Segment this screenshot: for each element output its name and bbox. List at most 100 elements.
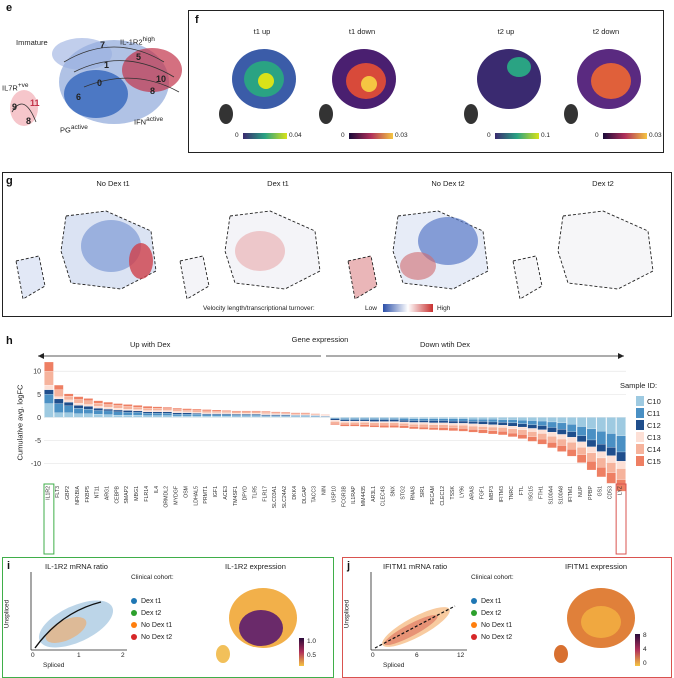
h-bar-segment xyxy=(438,420,449,424)
h-bar-segment xyxy=(478,417,488,420)
h-bar-segment xyxy=(64,405,74,413)
h-ytick: -10 xyxy=(31,461,41,468)
h-category-label: DPYD xyxy=(243,486,249,501)
h-bar-segment xyxy=(616,451,626,462)
h-direction-arrows xyxy=(38,353,624,359)
h-bar-segment xyxy=(429,418,439,421)
f-title-1: t1 up xyxy=(253,27,271,36)
h-bar-segment xyxy=(152,411,163,414)
h-bar-segment xyxy=(576,441,587,448)
h-bar-segment xyxy=(350,418,360,420)
h-bar-segment xyxy=(281,415,291,417)
f-scale-min-1: 0 xyxy=(235,132,239,139)
cohort-legend-item: No Dex t2 xyxy=(471,632,512,644)
h-bar-segment xyxy=(152,415,163,418)
h-category-label: SLC24A2 xyxy=(282,486,288,508)
h-bar-segment xyxy=(409,426,419,430)
h-bar-segment xyxy=(547,417,557,423)
h-bar-segment xyxy=(586,452,597,462)
h-bar-segment xyxy=(133,405,143,408)
j-scale-value: 0 xyxy=(643,660,647,667)
cohort-dot-icon xyxy=(131,622,137,629)
cohort-dot-icon xyxy=(471,634,477,641)
h-bar-segment xyxy=(231,410,241,412)
h-bar-segment xyxy=(517,420,528,424)
h-bar-segment xyxy=(251,416,261,418)
h-bar-segment xyxy=(557,438,567,446)
h-bar-segment xyxy=(537,438,547,445)
j-colorbar xyxy=(635,634,640,666)
h-bar-segment xyxy=(468,421,478,424)
h-bar-segment xyxy=(429,417,439,419)
h-bar-segment xyxy=(44,403,54,418)
h-bar-segment xyxy=(537,425,547,430)
h-ytick: 0 xyxy=(37,415,41,422)
h-bar-segment xyxy=(113,414,123,418)
h-bar-segment xyxy=(586,461,597,471)
j-xtick: 12 xyxy=(457,652,465,659)
cohort-dot-icon xyxy=(131,610,137,617)
h-category-label: IL1RAP xyxy=(351,485,357,503)
h-bar-segment xyxy=(64,402,74,406)
j-cohort-legend: Dex t1 Dex t2 No Dex t1 No Dex t2 xyxy=(471,596,512,644)
h-category-label: ORMDL2 xyxy=(164,486,170,508)
cluster-label: 0 xyxy=(97,78,103,88)
h-bar-segment xyxy=(429,420,439,424)
h-bar-segment xyxy=(419,424,429,428)
h-bar-segment xyxy=(231,411,241,414)
h-bar-segment xyxy=(458,417,468,419)
h-bar-segment xyxy=(507,432,518,437)
h-bar-segment xyxy=(73,413,84,418)
panel-j: j IFITM1 mRNA ratio 0 6 12 Spliced Unspl… xyxy=(342,557,672,678)
h-bar-segment xyxy=(468,423,478,427)
j-xtick: 6 xyxy=(415,652,419,659)
h-category-label: FTL xyxy=(519,486,525,495)
panel-h-label: h xyxy=(6,335,13,347)
h-bar-chart: 10 5 0 -5 -10 IL1R2 FLT3 GBP2 NFKBIA FKBP5 NT11 ARG… xyxy=(31,361,627,555)
h-bar-segment xyxy=(113,411,123,416)
h-bar-segment xyxy=(113,403,123,406)
h-bar-segment xyxy=(409,424,419,427)
h-bar-segment xyxy=(172,412,182,415)
h-bar-segment xyxy=(517,429,528,435)
h-bar-segment xyxy=(478,421,488,425)
cohort-label: No Dex t1 xyxy=(481,622,513,629)
h-bar-segment xyxy=(576,435,587,442)
f-colorbar-2 xyxy=(349,133,393,139)
h-bar-segment xyxy=(211,409,222,412)
h-bar-segment xyxy=(182,409,192,412)
h-bar-segment xyxy=(221,411,232,413)
h-bar-segment xyxy=(369,421,380,424)
h-category-label: OSM xyxy=(183,486,189,498)
h-category-label: PPBP xyxy=(588,485,594,499)
h-bar-segment xyxy=(527,431,537,437)
h-bar-segment xyxy=(172,414,182,417)
h-bar-segment xyxy=(83,404,94,407)
h-bar-segment xyxy=(606,455,616,463)
panel-e-umap xyxy=(10,38,182,126)
h-category-label: LDHAL5 xyxy=(193,486,199,506)
h-bar-segment xyxy=(162,410,172,412)
h-bar-segment xyxy=(251,413,261,415)
h-bar-segment xyxy=(103,414,113,418)
h-legend-label: C12 xyxy=(647,421,661,430)
h-bar-segment xyxy=(596,451,606,459)
h-bar-segment xyxy=(64,412,74,418)
h-bar-segment xyxy=(340,419,350,422)
h-bar-segment xyxy=(142,411,153,414)
g-umap-2 xyxy=(179,210,321,300)
h-bar-segment xyxy=(271,416,281,418)
h-bar-segment xyxy=(123,410,133,413)
h-bar-segment xyxy=(142,406,153,409)
h-bar-segment xyxy=(379,422,389,426)
h-category-label: S100A8 xyxy=(558,486,564,505)
h-bar-segment xyxy=(488,424,498,428)
h-legend-swatch xyxy=(636,420,644,430)
g-title-3: No Dex t2 xyxy=(431,179,465,188)
h-bar-segment xyxy=(271,413,281,415)
h-bar-segment xyxy=(488,426,498,431)
h-bar-segment xyxy=(438,418,449,421)
h-category-label: NUP xyxy=(578,485,584,496)
h-bar-segment xyxy=(379,421,389,424)
h-bar-segment xyxy=(231,414,241,417)
